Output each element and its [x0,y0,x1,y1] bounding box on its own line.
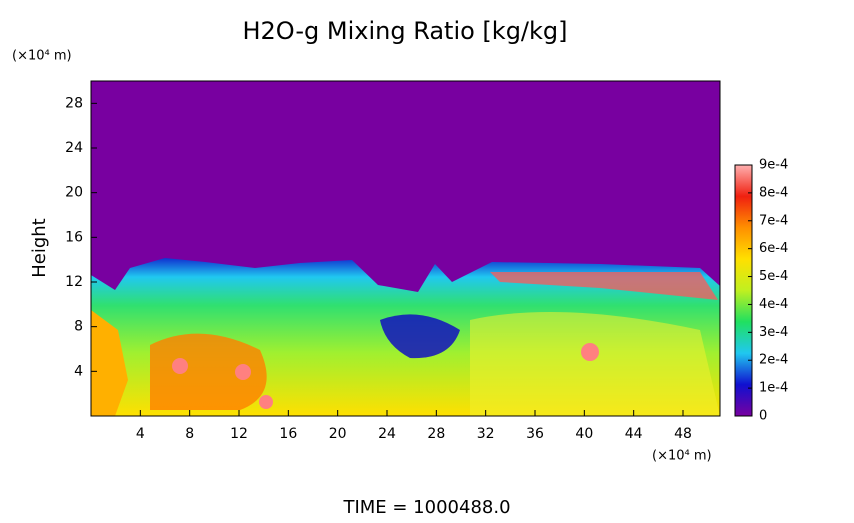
x-tick-label: 48 [674,426,692,442]
field-region [380,314,460,359]
chart-title: H2O-g Mixing Ratio [kg/kg] [242,17,567,45]
colorbar-tick-label: 3e-4 [759,325,788,340]
field-region [235,364,251,380]
field-region [581,343,599,361]
x-tick-label: 32 [477,426,495,442]
field-region [259,395,273,409]
colorbar [734,164,753,417]
x-tick-label: 40 [575,426,593,442]
colorbar-tick-label: 7e-4 [759,213,788,228]
y-tick-label: 8 [74,319,83,335]
colorbar-tick-label: 6e-4 [759,241,788,256]
x-tick-label: 36 [526,426,544,442]
x-tick-label: 28 [427,426,445,442]
x-tick-label: 44 [625,426,643,442]
field-region [150,333,267,410]
x-unit: (×10⁴ m) [652,449,712,464]
field [91,81,720,416]
colorbar-tick-label: 2e-4 [759,353,788,368]
x-tick-label: 8 [185,426,194,442]
colorbar-tick-label: 0 [759,409,767,424]
y-unit: (×10⁴ m) [12,49,72,64]
y-tick-label: 20 [65,185,83,201]
y-axis-label: Height [29,218,50,278]
colorbar-tick-label: 4e-4 [759,297,788,312]
x-tick-label: 24 [378,426,396,442]
colorbar-tick-label: 9e-4 [759,158,788,173]
y-tick-label: 24 [65,140,83,156]
x-tick-label: 12 [230,426,248,442]
field-region [490,272,718,300]
y-tick-label: 12 [65,274,83,290]
field-region [91,310,128,416]
field-region [470,312,720,416]
colorbar-tick-label: 5e-4 [759,269,788,284]
colorbar-tick-label: 8e-4 [759,185,788,200]
plot-frame [90,80,721,417]
footer: TIME = 1000488.0 [342,497,510,518]
x-tick-label: 20 [329,426,347,442]
x-tick-label: 16 [279,426,297,442]
y-tick-label: 4 [74,363,83,379]
y-tick-label: 16 [65,229,83,245]
y-tick-label: 28 [65,95,83,111]
field-region [172,358,188,374]
x-tick-label: 4 [136,426,145,442]
colorbar-tick-label: 1e-4 [759,381,788,396]
